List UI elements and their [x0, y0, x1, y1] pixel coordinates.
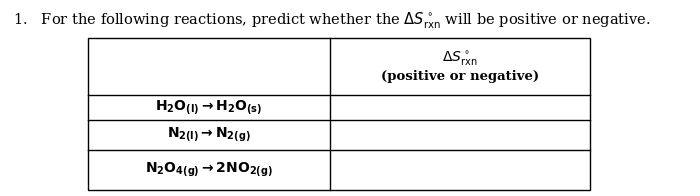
Text: (positive or negative): (positive or negative) — [381, 70, 539, 83]
Bar — [88, 38, 590, 190]
Text: $\mathbf{N_{2(l)} \rightarrow N_{2(g)}}$: $\mathbf{N_{2(l)} \rightarrow N_{2(g)}}$ — [167, 126, 251, 144]
Text: 1.   For the following reactions, predict whether the $\Delta S^\circ_{\rm rxn}$: 1. For the following reactions, predict … — [13, 10, 650, 31]
Text: $\Delta S^\circ_{\rm rxn}$: $\Delta S^\circ_{\rm rxn}$ — [442, 49, 477, 68]
Text: $\mathbf{N_2O_{4(g)} \rightarrow 2NO_{2(g)}}$: $\mathbf{N_2O_{4(g)} \rightarrow 2NO_{2(… — [145, 161, 273, 179]
Text: $\mathbf{H_2O_{(l)} \rightarrow H_2O_{(s)}}$: $\mathbf{H_2O_{(l)} \rightarrow H_2O_{(s… — [155, 98, 262, 117]
